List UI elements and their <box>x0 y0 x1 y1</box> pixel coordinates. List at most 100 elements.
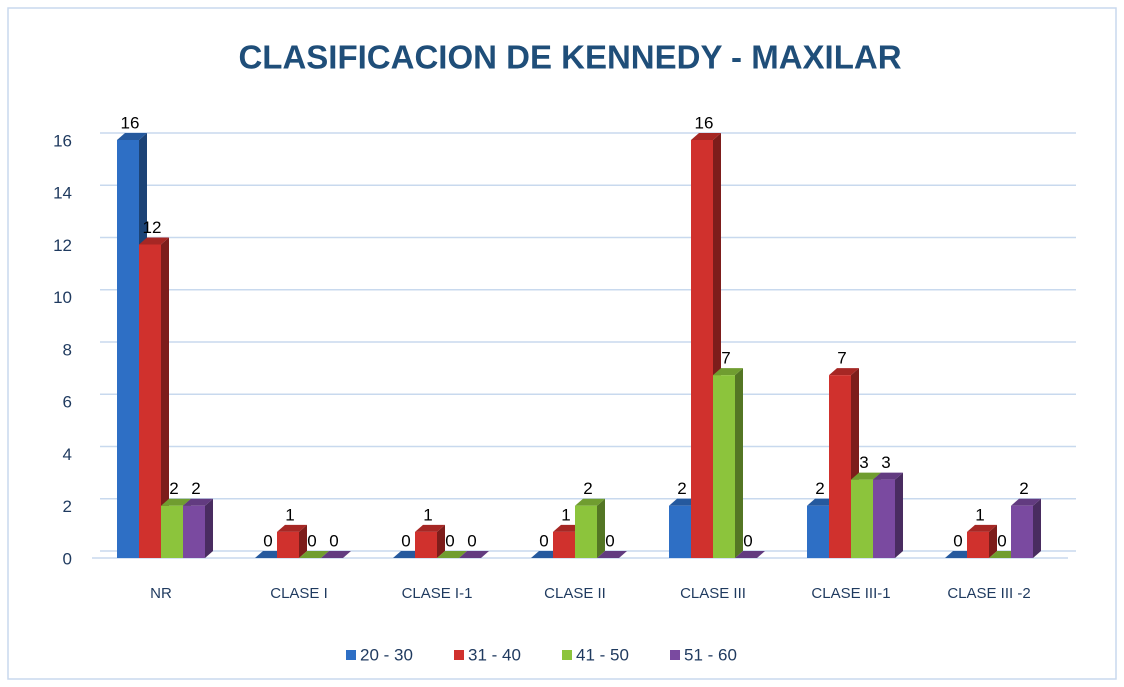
data-label: 1 <box>423 505 432 524</box>
data-label: 3 <box>859 453 868 472</box>
y-tick-label: 12 <box>53 236 72 255</box>
bar <box>277 531 299 558</box>
bar <box>575 505 597 558</box>
bar <box>807 505 829 558</box>
bar-side <box>205 498 213 558</box>
bar <box>1011 505 1033 558</box>
data-label: 0 <box>263 531 272 550</box>
data-label: 16 <box>695 113 714 132</box>
data-label: 7 <box>721 349 730 368</box>
bar-side <box>989 524 997 558</box>
bar-top <box>1011 498 1041 506</box>
bar <box>691 140 713 558</box>
legend-label: 20 - 30 <box>360 645 413 664</box>
bar-side <box>597 498 605 558</box>
data-label: 2 <box>1019 479 1028 498</box>
bar-top <box>415 524 445 532</box>
y-tick-label: 14 <box>53 184 72 203</box>
bar-top <box>183 498 213 506</box>
y-tick-label: 2 <box>63 497 72 516</box>
data-label: 0 <box>467 531 476 550</box>
y-tick-label: 8 <box>63 340 72 359</box>
bar-top <box>575 498 605 506</box>
bar <box>829 375 851 558</box>
y-tick-label: 4 <box>63 445 72 464</box>
bar <box>117 140 139 558</box>
bar-top <box>597 551 627 558</box>
bar-side <box>735 368 743 558</box>
bar-top <box>459 551 489 558</box>
data-label: 12 <box>143 218 162 237</box>
y-tick-label: 6 <box>63 393 72 412</box>
data-label: 0 <box>539 531 548 550</box>
bar-top <box>967 524 997 532</box>
data-label: 0 <box>953 531 962 550</box>
bar <box>851 479 873 558</box>
x-tick-label: NR <box>150 585 172 602</box>
data-label: 2 <box>169 479 178 498</box>
bar-side <box>895 472 903 558</box>
y-tick-label: 16 <box>53 131 72 150</box>
y-tick-label: 0 <box>63 549 72 568</box>
x-tick-label: CLASE III -2 <box>947 585 1030 602</box>
legend-swatch <box>670 650 680 660</box>
data-label: 3 <box>881 453 890 472</box>
bar-top <box>691 133 721 140</box>
bar-side <box>437 524 445 558</box>
data-label: 1 <box>975 505 984 524</box>
data-label: 2 <box>191 479 200 498</box>
bar-top <box>321 551 351 558</box>
legend-swatch <box>346 650 356 660</box>
bar <box>139 244 161 558</box>
x-tick-label: CLASE I <box>270 585 328 602</box>
bar-top <box>851 472 881 480</box>
x-tick-label: CLASE III-1 <box>811 585 890 602</box>
data-label: 2 <box>677 479 686 498</box>
chart-frame <box>7 7 1117 680</box>
x-tick-label: CLASE II <box>544 585 606 602</box>
data-label: 0 <box>605 531 614 550</box>
legend-label: 51 - 60 <box>684 645 737 664</box>
bar <box>713 375 735 558</box>
bar-side <box>161 237 169 558</box>
bar-top <box>117 133 147 140</box>
legend-swatch <box>454 650 464 660</box>
bar-side <box>299 524 307 558</box>
data-label: 1 <box>285 505 294 524</box>
bar <box>415 531 437 558</box>
bar <box>873 479 895 558</box>
bar <box>161 505 183 558</box>
data-label: 1 <box>561 505 570 524</box>
legend-swatch <box>562 650 572 660</box>
bar <box>183 505 205 558</box>
bar-top <box>299 551 329 558</box>
legend-label: 41 - 50 <box>576 645 629 664</box>
y-tick-label: 10 <box>53 288 72 307</box>
data-label: 0 <box>307 531 316 550</box>
data-label: 2 <box>815 479 824 498</box>
bar-top <box>277 524 307 532</box>
chart-title: CLASIFICACION DE KENNEDY - MAXILAR <box>238 39 901 76</box>
bar-top <box>437 551 467 558</box>
legend-label: 31 - 40 <box>468 645 521 664</box>
data-label: 7 <box>837 349 846 368</box>
bar-top <box>713 368 743 376</box>
bar-top <box>873 472 903 480</box>
bar <box>967 531 989 558</box>
bar <box>553 531 575 558</box>
x-tick-label: CLASE III <box>680 585 746 602</box>
data-label: 2 <box>583 479 592 498</box>
data-label: 0 <box>401 531 410 550</box>
bar <box>669 505 691 558</box>
data-label: 0 <box>743 531 752 550</box>
bar-top <box>139 237 169 245</box>
bar-side <box>1033 498 1041 558</box>
data-label: 0 <box>329 531 338 550</box>
data-label: 16 <box>121 113 140 132</box>
data-label: 0 <box>997 531 1006 550</box>
data-label: 0 <box>445 531 454 550</box>
x-tick-label: CLASE I-1 <box>402 585 473 602</box>
bar-top <box>735 551 765 558</box>
bar-top <box>161 498 191 506</box>
